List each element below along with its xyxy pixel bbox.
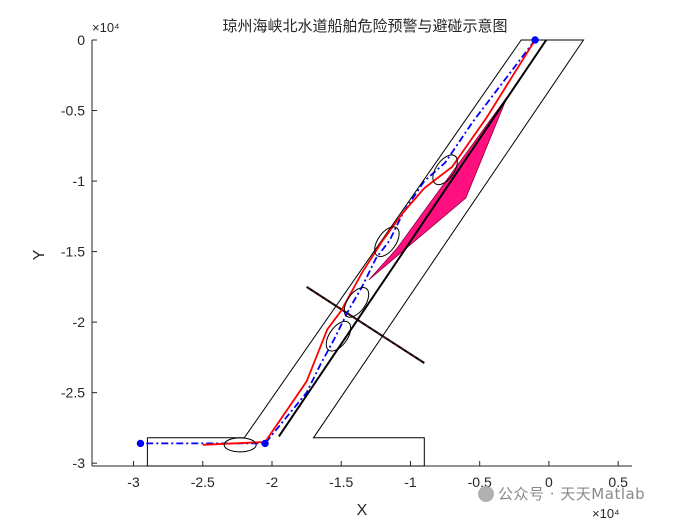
warning-ellipse-4 [223, 437, 257, 453]
x-tick-label-3: -1.5 [329, 474, 353, 490]
x-tick-label-1: -2.5 [191, 474, 215, 490]
x-tick-label-0: -3 [127, 474, 140, 490]
y-tick-label-6: -3 [73, 455, 86, 471]
channel-centerline [278, 39, 548, 437]
y-tick-label-4: -2 [73, 314, 86, 330]
warning-ellipse-3 [325, 320, 352, 352]
x-exponent-label: ×10⁴ [592, 506, 620, 521]
warning-ellipse-0 [432, 154, 458, 186]
y-tick-label-5: -2.5 [61, 385, 85, 401]
y-tick-label-1: -0.5 [61, 103, 85, 119]
y-tick-label-3: -1.5 [61, 244, 85, 260]
x-tick-label-6: 0 [545, 474, 553, 490]
y-tick-label-0: 0 [77, 32, 85, 48]
plot-area [136, 36, 585, 467]
y-tick-label-2: -1 [73, 173, 86, 189]
tick-layer: -3 -2.5 -2 -1.5 -1 -0.5 0 0.50-0.5-1-1.5-2-2.5-… [61, 32, 628, 490]
endpoint-marker-2 [136, 439, 145, 448]
danger-zone [368, 96, 508, 281]
y-exponent-label: ×10⁴ [92, 20, 120, 35]
x-tick-label-2: -2 [266, 474, 279, 490]
x-tick-label-7: 0.5 [608, 474, 628, 490]
x-axis-label: X [357, 502, 368, 519]
crossing-line-overlay [306, 286, 425, 364]
series-line-0 [140, 39, 536, 445]
watermark: 公众号 · 天天Matlab [478, 483, 645, 504]
endpoint-marker-0 [531, 36, 539, 44]
warning-ellipse-1 [374, 226, 400, 258]
chart-title: 琼州海峡北水道船舶危险预警与避碰示意图 [222, 17, 507, 35]
warning-ellipse-2 [343, 287, 370, 318]
series-line-1 [202, 39, 536, 446]
x-tick-label-4: -1 [404, 474, 417, 490]
endpoint-marker-1 [261, 439, 269, 448]
y-axis-label: Y [31, 249, 48, 260]
watermark-text: 公众号 · 天天Matlab [498, 485, 646, 503]
wechat-icon [478, 486, 494, 502]
